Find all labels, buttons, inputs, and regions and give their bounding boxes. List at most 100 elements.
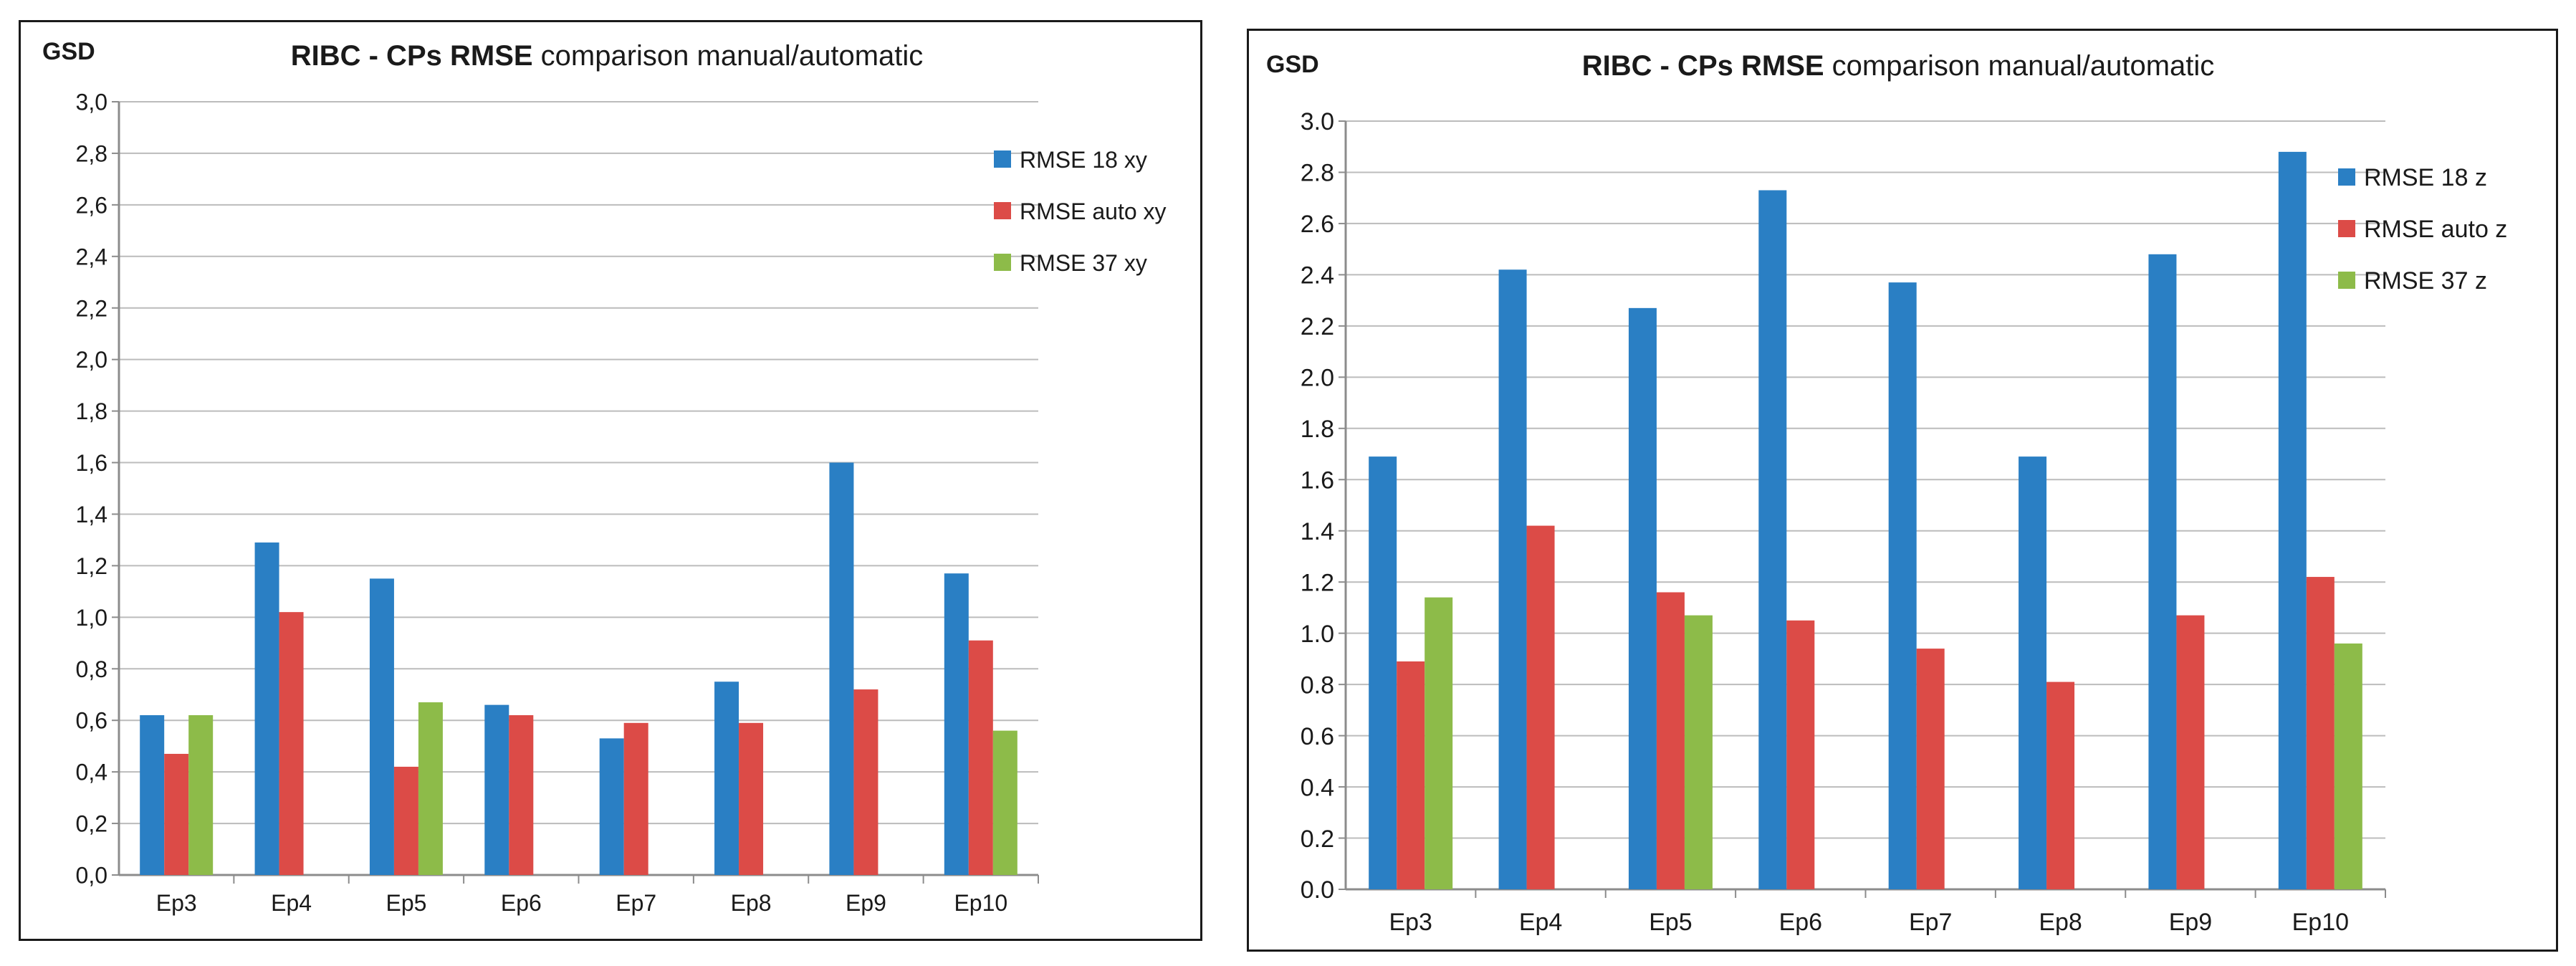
bar-rmse-18-xy-ep3	[140, 715, 165, 875]
bar-rmse-37-xy-ep5	[418, 702, 443, 875]
legend-label: RMSE auto xy	[1020, 199, 1167, 224]
legend-label: RMSE 18 xy	[1020, 147, 1147, 173]
y-tick-label: 1.8	[1301, 416, 1334, 443]
y-tick-label: 1.2	[1301, 569, 1334, 596]
y-tick-label: 2,4	[76, 244, 107, 269]
bar-rmse-18-z-ep5	[1628, 307, 1657, 889]
x-tick-label: Ep10	[2292, 909, 2349, 936]
legend-label: RMSE 18 z	[2364, 164, 2487, 191]
bar-rmse-18-xy-ep4	[254, 542, 279, 875]
x-tick-label: Ep6	[501, 890, 542, 916]
y-tick-label: 0.0	[1301, 876, 1334, 904]
bar-rmse-18-z-ep3	[1369, 456, 1397, 889]
bar-rmse-18-z-ep9	[2148, 254, 2177, 889]
y-tick-label: 2,2	[76, 295, 107, 321]
bar-rmse-37-xy-ep3	[188, 715, 214, 875]
bar-rmse-18-z-ep8	[2019, 456, 2047, 889]
x-tick-label: Ep4	[1519, 909, 1563, 936]
y-tick-label: 2,8	[76, 140, 107, 166]
bar-rmse-auto-z-ep5	[1656, 592, 1685, 889]
bar-rmse-auto-z-ep4	[1526, 525, 1555, 889]
y-tick-label: 0,4	[76, 760, 107, 785]
bar-rmse-18-xy-ep7	[599, 738, 624, 875]
bar-rmse-auto-xy-ep8	[739, 722, 764, 875]
bar-rmse-auto-xy-ep6	[509, 715, 534, 875]
chart-title: RIBC - CPs RMSE comparison manual/automa…	[1582, 50, 2215, 82]
y-tick-label: 0.2	[1301, 826, 1334, 853]
bar-rmse-18-z-ep4	[1498, 269, 1527, 890]
x-tick-label: Ep7	[616, 890, 656, 916]
bar-rmse-37-xy-ep10	[992, 730, 1018, 875]
bar-rmse-auto-z-ep10	[2306, 577, 2335, 889]
bar-rmse-37-z-ep3	[1425, 597, 1453, 889]
y-tick-label: 2.6	[1301, 211, 1334, 238]
y-tick-label: 1,8	[76, 398, 107, 424]
legend-swatch	[2338, 168, 2355, 186]
x-tick-label: Ep5	[1649, 909, 1692, 936]
x-tick-label: Ep10	[954, 890, 1007, 916]
bar-rmse-18-z-ep6	[1758, 190, 1787, 889]
y-tick-label: 1.6	[1301, 467, 1334, 494]
y-tick-label: 0,6	[76, 708, 107, 734]
bar-rmse-18-xy-ep8	[714, 682, 739, 875]
x-tick-label: Ep8	[731, 890, 772, 916]
bar-rmse-auto-z-ep8	[2046, 682, 2075, 889]
legend-label: RMSE 37 z	[2364, 267, 2487, 295]
bar-rmse-37-z-ep5	[1684, 615, 1713, 889]
x-tick-label: Ep6	[1779, 909, 1823, 936]
bar-rmse-auto-xy-ep7	[623, 722, 648, 875]
x-tick-label: Ep5	[386, 890, 426, 916]
bar-rmse-18-xy-ep10	[944, 573, 969, 875]
y-tick-label: 3,0	[76, 90, 107, 115]
x-tick-label: Ep3	[156, 890, 197, 916]
bar-rmse-37-z-ep10	[2334, 643, 2362, 889]
legend-label: RMSE auto z	[2364, 216, 2507, 243]
y-tick-label: 2,6	[76, 192, 107, 218]
y-tick-label: 2.2	[1301, 313, 1334, 340]
y-tick-label: 1.4	[1301, 518, 1334, 545]
y-tick-label: 0.6	[1301, 723, 1334, 750]
bar-rmse-18-xy-ep5	[369, 578, 394, 875]
x-tick-label: Ep4	[271, 890, 312, 916]
y-tick-label: 1,0	[76, 605, 107, 631]
bar-rmse-auto-xy-ep3	[164, 753, 189, 875]
legend-swatch	[994, 150, 1011, 168]
y-tick-label: 0,8	[76, 656, 107, 682]
y-tick-label: 1,2	[76, 553, 107, 579]
x-tick-label: Ep3	[1389, 909, 1432, 936]
bar-rmse-auto-z-ep3	[1397, 661, 1425, 889]
bar-rmse-auto-xy-ep5	[393, 766, 418, 875]
y-tick-label: 1.0	[1301, 621, 1334, 648]
legend-label: RMSE 37 xy	[1020, 250, 1147, 276]
y-tick-label: 2.4	[1301, 262, 1334, 290]
y-tick-label: 2,0	[76, 347, 107, 373]
bar-rmse-18-z-ep7	[1888, 282, 1917, 889]
legend-swatch	[2338, 220, 2355, 237]
bar-rmse-18-z-ep10	[2278, 151, 2307, 889]
bar-rmse-18-xy-ep6	[484, 704, 509, 875]
legend-swatch	[2338, 272, 2355, 289]
chart-xy: RIBC - CPs RMSE comparison manual/automa…	[42, 38, 1167, 916]
legend-swatch	[994, 254, 1011, 271]
y-tick-label: 1,4	[76, 502, 107, 527]
bar-rmse-18-xy-ep9	[829, 462, 854, 875]
y-tick-label: 2.0	[1301, 365, 1334, 392]
legend-swatch	[994, 202, 1011, 219]
y-tick-label: 0.4	[1301, 774, 1334, 801]
y-tick-label: 0.8	[1301, 671, 1334, 699]
x-tick-label: Ep7	[1909, 909, 1953, 936]
bar-rmse-auto-z-ep7	[1916, 649, 1945, 889]
x-tick-label: Ep9	[846, 890, 886, 916]
y-tick-label: 1,6	[76, 450, 107, 476]
y-tick-label: 2.8	[1301, 160, 1334, 187]
bar-rmse-auto-xy-ep10	[968, 640, 993, 875]
y-axis-label: GSD	[1266, 51, 1319, 78]
bar-rmse-auto-xy-ep4	[279, 612, 304, 875]
chart-panel-z: RIBC - CPs RMSE comparison manual/automa…	[1247, 29, 2558, 952]
chart-z: RIBC - CPs RMSE comparison manual/automa…	[1266, 50, 2507, 936]
chart-title: RIBC - CPs RMSE comparison manual/automa…	[291, 40, 924, 72]
y-tick-label: 3.0	[1301, 108, 1334, 135]
y-tick-label: 0,2	[76, 811, 107, 837]
bar-rmse-auto-xy-ep9	[853, 689, 878, 875]
bar-rmse-auto-z-ep9	[2176, 615, 2205, 889]
